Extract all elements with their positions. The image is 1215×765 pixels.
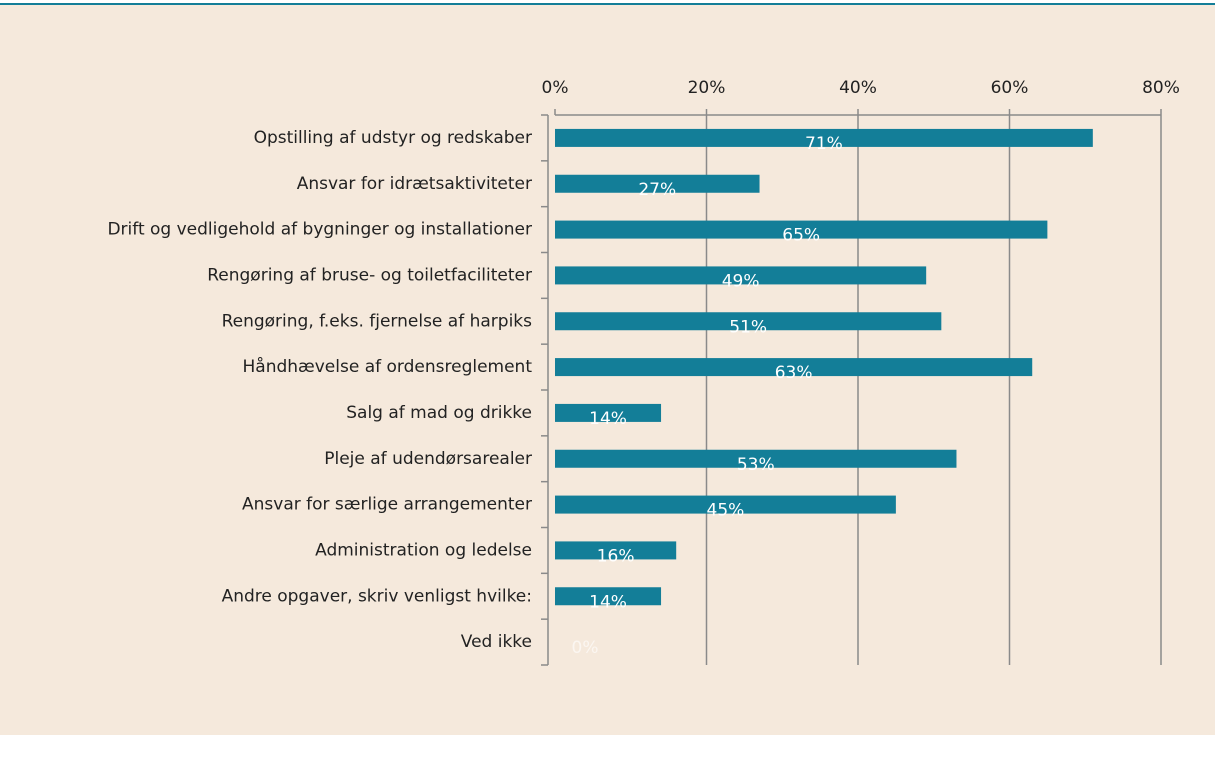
category-label: Rengøring af bruse- og toiletfaciliteter <box>207 265 532 285</box>
x-tick-label: 20% <box>688 78 726 98</box>
value-label: 63% <box>775 363 813 383</box>
value-label: 65% <box>782 226 820 246</box>
bar <box>555 541 677 560</box>
value-label: 49% <box>722 271 760 291</box>
category-label: Opstilling af udstyr og redskaber <box>254 128 532 148</box>
value-label: 45% <box>707 501 745 521</box>
x-tick-label: 60% <box>991 78 1029 98</box>
category-label: Rengøring, f.eks. fjernelse af harpiks <box>222 311 533 331</box>
top-rule <box>0 3 1215 5</box>
category-label: Andre opgaver, skriv venligst hvilke: <box>222 586 532 606</box>
value-label: 71% <box>805 134 843 154</box>
x-tick-label: 80% <box>1142 78 1180 98</box>
bar <box>555 128 1093 147</box>
category-label: Ansvar for særlige arrangementer <box>242 495 532 515</box>
category-label: Ved ikke <box>461 632 532 652</box>
value-label: 16% <box>597 546 635 566</box>
category-label: Håndhævelse af ordensreglement <box>243 356 533 377</box>
bar <box>555 449 957 468</box>
value-label: 27% <box>638 180 676 200</box>
value-label: 14% <box>589 592 627 612</box>
value-label: 14% <box>589 409 627 429</box>
value-label: 53% <box>737 455 775 475</box>
bar <box>555 266 927 285</box>
category-label: Salg af mad og drikke <box>346 403 532 423</box>
bar <box>555 220 1048 239</box>
value-label: 0% <box>572 638 599 658</box>
category-label: Administration og ledelse <box>315 540 532 560</box>
category-label: Ansvar for idrætsaktiviteter <box>297 174 532 194</box>
bar <box>555 358 1033 377</box>
bar <box>555 587 662 606</box>
category-label: Drift og vedligehold af bygninger og ins… <box>107 220 532 240</box>
x-tick-label: 40% <box>839 78 877 98</box>
bar <box>555 174 760 193</box>
bar <box>555 312 942 331</box>
bar <box>555 403 662 422</box>
value-label: 51% <box>729 317 767 337</box>
category-label: Pleje af udendørsarealer <box>324 449 532 469</box>
bar <box>555 495 896 514</box>
x-tick-label: 0% <box>542 78 569 98</box>
